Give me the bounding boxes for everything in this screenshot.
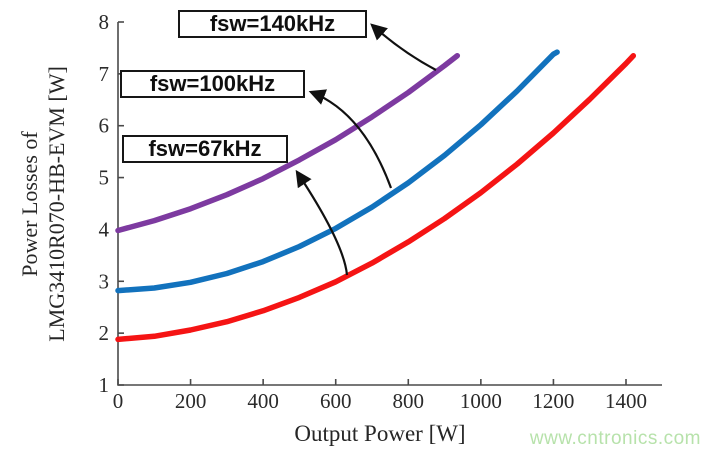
- x-tick-label: 1400: [605, 389, 647, 413]
- y-tick-label: 1: [99, 373, 110, 397]
- curve-fsw-100khz: [115, 49, 560, 294]
- y-tick-label: 8: [99, 10, 110, 34]
- x-tick-label: 200: [175, 389, 207, 413]
- y-tick-label: 7: [99, 62, 110, 86]
- x-tick-label: 0: [113, 389, 124, 413]
- y-tick-label: 4: [99, 217, 110, 241]
- x-tick-label: 800: [393, 389, 425, 413]
- y-axis-title: Power Losses of LMG3410R070-HB-EVM [W]: [16, 0, 70, 419]
- y-tick-label: 2: [99, 321, 110, 345]
- annotation-arrow: [370, 23, 437, 71]
- x-tick-label: 400: [247, 389, 279, 413]
- annotation-arrow: [308, 89, 393, 189]
- y-axis-title-line1: Power Losses of: [17, 131, 42, 277]
- annotation-label-fsw-100khz: fsw=100kHz: [149, 71, 276, 96]
- curve-fsw-67khz: [115, 52, 637, 343]
- curve-fsw-140khz: [115, 52, 461, 234]
- y-tick-label: 6: [99, 114, 110, 138]
- annotation-box-fsw-100khz: fsw=100kHz: [120, 70, 305, 98]
- y-tick-label: 5: [99, 166, 110, 190]
- x-tick-label: 1200: [532, 389, 574, 413]
- annotation-label-fsw-140khz: fsw=140kHz: [209, 11, 336, 36]
- annotation-arrow: [295, 169, 349, 276]
- annotation-box-fsw-67khz: fsw=67kHz: [122, 135, 288, 163]
- x-tick-label: 600: [320, 389, 352, 413]
- watermark-text: www.cntronics.com: [529, 428, 701, 449]
- y-tick-label: 3: [99, 269, 110, 293]
- x-tick-label: 1000: [460, 389, 502, 413]
- x-axis-title: Output Power [W]: [294, 421, 466, 446]
- y-axis-title-line2: LMG3410R070-HB-EVM [W]: [44, 66, 69, 342]
- annotation-label-fsw-67khz: fsw=67kHz: [148, 136, 262, 161]
- annotation-box-fsw-140khz: fsw=140kHz: [178, 10, 367, 38]
